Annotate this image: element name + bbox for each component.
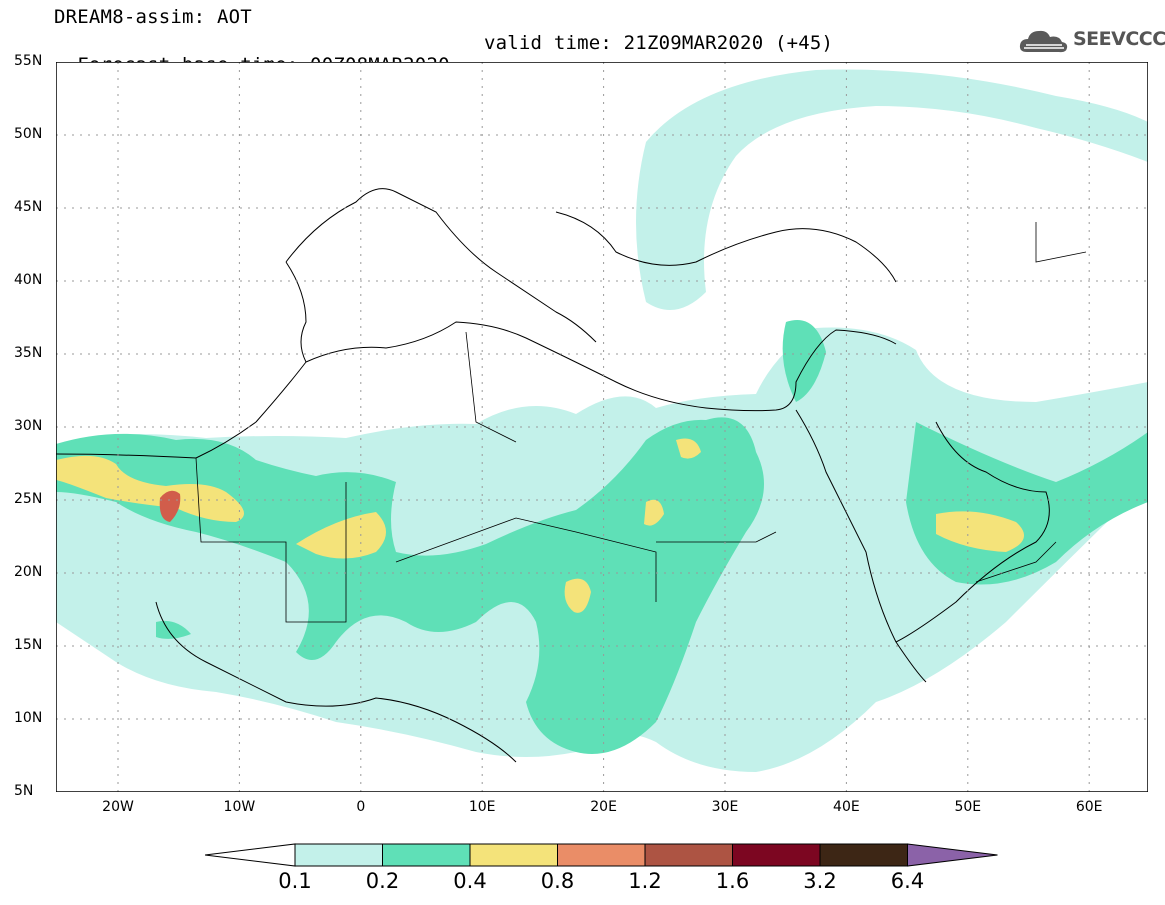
colorbar-high-arrow	[907, 843, 998, 867]
aot-layer-0.4	[56, 438, 1024, 613]
colorbar-label: 0.1	[278, 869, 312, 893]
lat-label: 45N	[14, 199, 43, 215]
cloud-logo-icon	[1019, 30, 1068, 53]
lon-label: 40E	[833, 799, 860, 815]
lon-label: 30E	[711, 799, 739, 815]
valid-time: valid time: 21Z09MAR2020 (+45)	[484, 32, 834, 54]
colorbar-label: 0.4	[453, 869, 487, 893]
logo-text: SEEVCCC	[1073, 28, 1165, 50]
colorbar-segment	[294, 843, 383, 867]
lat-label: 25N	[14, 491, 43, 507]
colorbar-segment	[819, 843, 908, 867]
colorbar-segment	[469, 843, 558, 867]
seevccc-logo: SEEVCCC	[1017, 26, 1165, 56]
colorbar-label: 1.2	[628, 869, 662, 893]
coastlines	[56, 188, 1050, 763]
lat-label: 55N	[14, 53, 43, 69]
lon-label: 20W	[102, 799, 134, 815]
lat-label: 35N	[14, 345, 43, 361]
borders	[195, 222, 1087, 623]
colorbar-label: 3.2	[803, 869, 837, 893]
aot-colorbar	[205, 843, 998, 867]
colorbar-low-arrow	[205, 843, 296, 867]
lon-label: 10E	[468, 799, 496, 815]
lat-label: 30N	[14, 418, 43, 434]
gridlines	[56, 62, 1148, 792]
lon-label: 0	[356, 799, 366, 815]
colorbar-label: 1.6	[715, 869, 750, 893]
colorbar-segment	[557, 843, 646, 867]
lon-label: 50E	[954, 799, 982, 815]
colorbar-segment	[382, 843, 471, 867]
lat-label: 50N	[14, 126, 43, 142]
colorbar-segment	[644, 843, 733, 867]
colorbar-label: 0.2	[365, 869, 400, 893]
lat-label: 10N	[14, 710, 43, 726]
lat-label: 15N	[14, 637, 43, 653]
lat-label: 5N	[14, 783, 34, 799]
lon-label: 20E	[590, 799, 617, 815]
aot-layer-0.8	[159, 490, 181, 522]
colorbar-label: 0.8	[540, 869, 575, 893]
lon-label: 60E	[1075, 799, 1103, 815]
aot-map	[56, 62, 1148, 792]
map-title: DREAM8-assim: AOT	[54, 6, 252, 28]
lon-label: 10W	[223, 799, 256, 815]
colorbar-label: 6.4	[890, 869, 925, 893]
lat-label: 20N	[14, 564, 43, 580]
map-area[interactable]	[56, 62, 1148, 792]
lat-label: 40N	[14, 272, 43, 288]
colorbar-segment	[732, 843, 821, 867]
